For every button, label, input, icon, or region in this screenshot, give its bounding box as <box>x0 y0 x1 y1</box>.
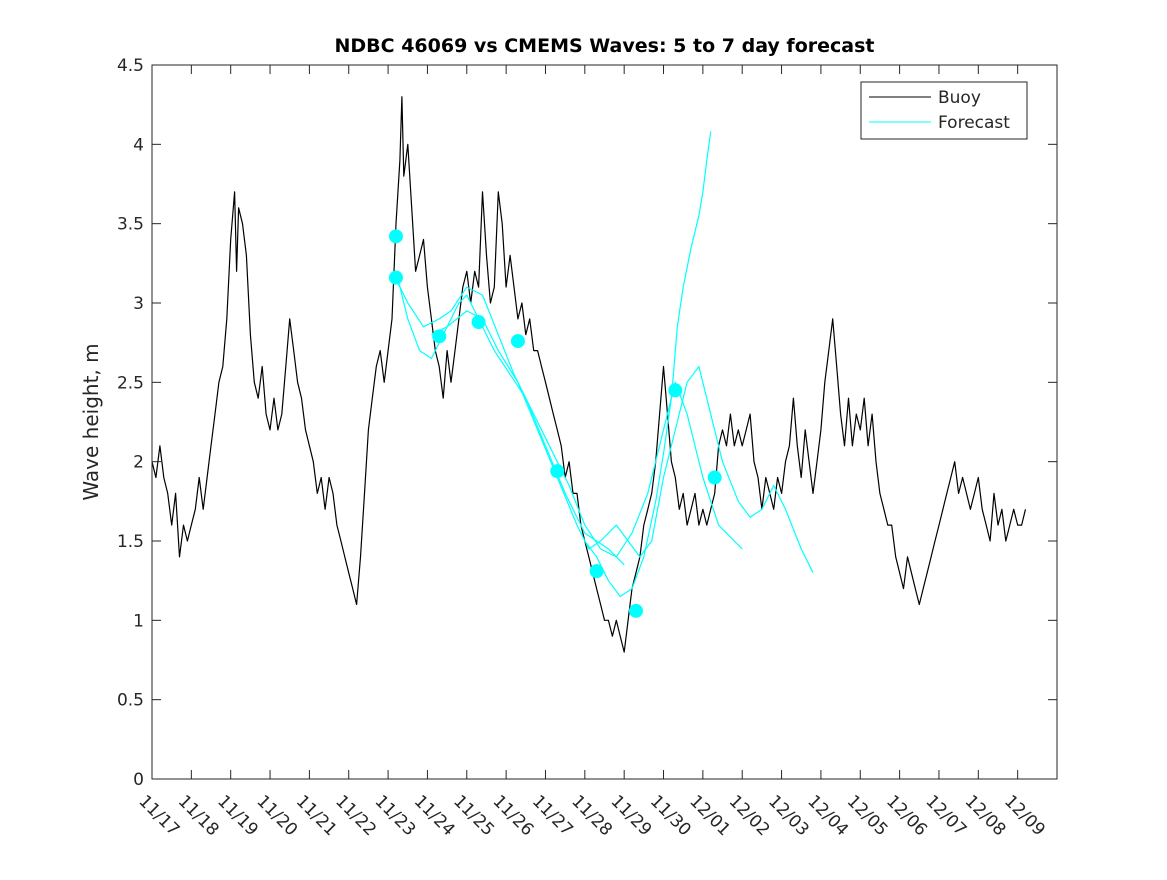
series-line-forecast-1 <box>395 271 625 566</box>
forecast-marker-6 <box>589 564 604 579</box>
forecast-marker-4 <box>510 334 525 349</box>
y-tick-label: 0.5 <box>117 691 144 711</box>
forecast-marker-1 <box>388 270 403 285</box>
forecast-marker-5 <box>550 464 565 479</box>
y-tick-label: 0 <box>133 770 144 790</box>
legend-label-buoy: Buoy <box>938 88 981 108</box>
forecast-marker-3 <box>471 315 486 330</box>
forecast-marker-2 <box>432 329 447 344</box>
y-tick-label: 1.5 <box>117 532 144 552</box>
y-tick-label: 4.5 <box>117 56 144 76</box>
series-layer <box>151 96 1027 653</box>
y-axis: 0 0.5 1 1.5 2 2.5 3 3.5 4 4.5 <box>117 56 1057 790</box>
legend-label-forecast: Forecast <box>938 113 1010 133</box>
y-tick-label: 2.5 <box>117 373 144 393</box>
y-tick-label: 4 <box>133 135 144 155</box>
legend-box <box>860 81 1028 140</box>
legend: Buoy Forecast <box>860 81 1028 140</box>
y-tick-label: 2 <box>133 453 144 473</box>
series-line-forecast-4 <box>584 131 712 598</box>
series-line-forecast-2 <box>395 278 743 558</box>
marker-layer <box>388 229 722 618</box>
forecast-marker-0 <box>388 229 403 244</box>
y-tick-label: 1 <box>133 611 144 631</box>
y-axis-label: Wave height, m <box>79 343 103 500</box>
y-tick-label: 3.5 <box>117 215 144 235</box>
forecast-marker-7 <box>628 603 643 618</box>
plot-area <box>152 65 1057 779</box>
forecast-marker-9 <box>707 470 722 485</box>
y-tick-label: 3 <box>133 294 144 314</box>
chart-title: NDBC 46069 vs CMEMS Waves: 5 to 7 day fo… <box>335 35 875 57</box>
forecast-marker-8 <box>668 383 683 398</box>
plot-frame <box>151 64 1058 780</box>
